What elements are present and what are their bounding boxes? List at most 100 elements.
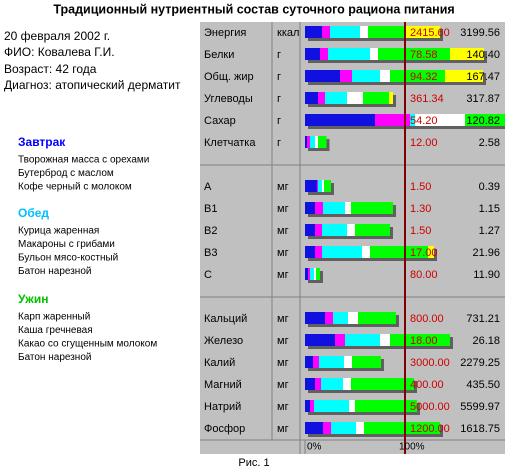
bar-segment	[344, 356, 352, 368]
nutrient-name: A	[204, 181, 212, 193]
unit: г	[277, 115, 281, 127]
bar-segment	[335, 334, 345, 346]
norm-value: 18.00	[410, 335, 438, 347]
bar-segment	[324, 180, 331, 192]
nutrient-name: Железо	[204, 335, 243, 347]
norm-value: 80.00	[410, 269, 438, 281]
bar-segment	[318, 92, 325, 104]
bar-segment	[450, 48, 484, 60]
bar-segment	[323, 422, 331, 434]
bar-segment	[315, 202, 323, 214]
meal-item: Батон нарезной	[18, 352, 91, 363]
meal-item: Каша гречневая	[18, 325, 93, 336]
bar-segment	[322, 224, 347, 236]
meal-name: Ужин	[18, 292, 48, 306]
bar-segment	[370, 48, 378, 60]
meal-item: Карп жаренный	[18, 312, 90, 323]
bar-segment	[364, 422, 440, 434]
unit: г	[277, 93, 281, 105]
bar-segment	[305, 202, 315, 214]
bar-segment	[389, 92, 393, 104]
bar-segment	[465, 114, 505, 126]
meal-item: Курица жаренная	[18, 226, 99, 237]
unit: мг	[277, 423, 289, 435]
unit: г	[277, 137, 281, 149]
title: Традиционный нутриентный состав суточног…	[53, 2, 454, 16]
bar-segment	[351, 378, 414, 390]
meal-name: Завтрак	[18, 135, 66, 149]
bar-segment	[305, 312, 325, 324]
nutrient-name: B1	[204, 203, 217, 215]
bar-segment	[348, 312, 358, 324]
bar-segment	[345, 202, 351, 214]
bar-segment	[378, 48, 450, 60]
nutrient-name: Магний	[204, 379, 242, 391]
bar-segment	[328, 48, 370, 60]
bar-segment	[310, 136, 315, 148]
bar-segment	[360, 26, 368, 38]
norm-value: 12.00	[410, 137, 438, 149]
actual-value: 2279.25	[460, 357, 500, 369]
bar-segment	[347, 224, 355, 236]
bar-segment	[363, 92, 389, 104]
bar-segment	[375, 114, 410, 126]
bar-segment	[305, 224, 315, 236]
bar-segment	[305, 136, 307, 148]
bar-segment	[355, 400, 417, 412]
unit: мг	[277, 379, 289, 391]
unit: мг	[277, 225, 289, 237]
bar-segment	[321, 378, 343, 390]
bar-segment	[322, 246, 362, 258]
norm-value: 54.20	[410, 115, 438, 127]
meal-item: Бутерброд с маслом	[18, 167, 114, 179]
bar-segment	[345, 334, 380, 346]
patient-name: ФИО: Ковалева Г.И.	[4, 45, 115, 59]
actual-value: 317.87	[466, 93, 500, 105]
bar-segment	[330, 26, 360, 38]
nutrient-name: B2	[204, 225, 217, 237]
nutrient-name: B3	[204, 247, 217, 259]
norm-value: 1.50	[410, 225, 431, 237]
actual-value: 167.47	[466, 71, 500, 83]
unit: мг	[277, 335, 289, 347]
bar-segment	[305, 422, 323, 434]
bar-segment	[314, 268, 316, 280]
unit: мг	[277, 269, 289, 281]
meal-item: Кофе черный с молоком	[18, 181, 132, 193]
bar-segment	[305, 378, 315, 390]
bar-segment	[351, 202, 393, 214]
bar-segment	[356, 422, 364, 434]
norm-value: 361.34	[410, 93, 444, 105]
bar-segment	[310, 268, 314, 280]
meal-name: Обед	[18, 206, 49, 220]
bar-segment	[358, 312, 396, 324]
unit: мг	[277, 357, 289, 369]
nutrient-name: Натрий	[204, 401, 241, 413]
bar-segment	[331, 422, 356, 434]
bar-segment	[317, 180, 318, 192]
bar-segment	[315, 246, 322, 258]
bar-segment	[315, 224, 322, 236]
actual-value: 140.40	[466, 49, 500, 61]
nutrient-name: Клетчатка	[204, 137, 256, 149]
bar-segment	[349, 400, 355, 412]
bar-segment	[320, 48, 328, 60]
bar-segment	[380, 70, 390, 82]
actual-value: 1618.75	[460, 423, 500, 435]
bar-segment	[305, 114, 375, 126]
norm-value: 400.00	[410, 379, 444, 391]
bar-segment	[390, 70, 445, 82]
nutrient-name: Фосфор	[204, 423, 245, 435]
nutrient-name: Углеводы	[204, 93, 253, 105]
bar-segment	[305, 92, 318, 104]
bar-segment	[333, 312, 348, 324]
bar-segment	[305, 26, 322, 38]
bar-segment	[313, 356, 319, 368]
unit: г	[277, 71, 281, 83]
actual-value: 5599.97	[460, 401, 500, 413]
bar-segment	[343, 378, 351, 390]
actual-value: 0.39	[479, 181, 500, 193]
nutrient-name: Энергия	[204, 27, 246, 39]
bar-segment	[380, 334, 390, 346]
bar-segment	[315, 378, 321, 390]
